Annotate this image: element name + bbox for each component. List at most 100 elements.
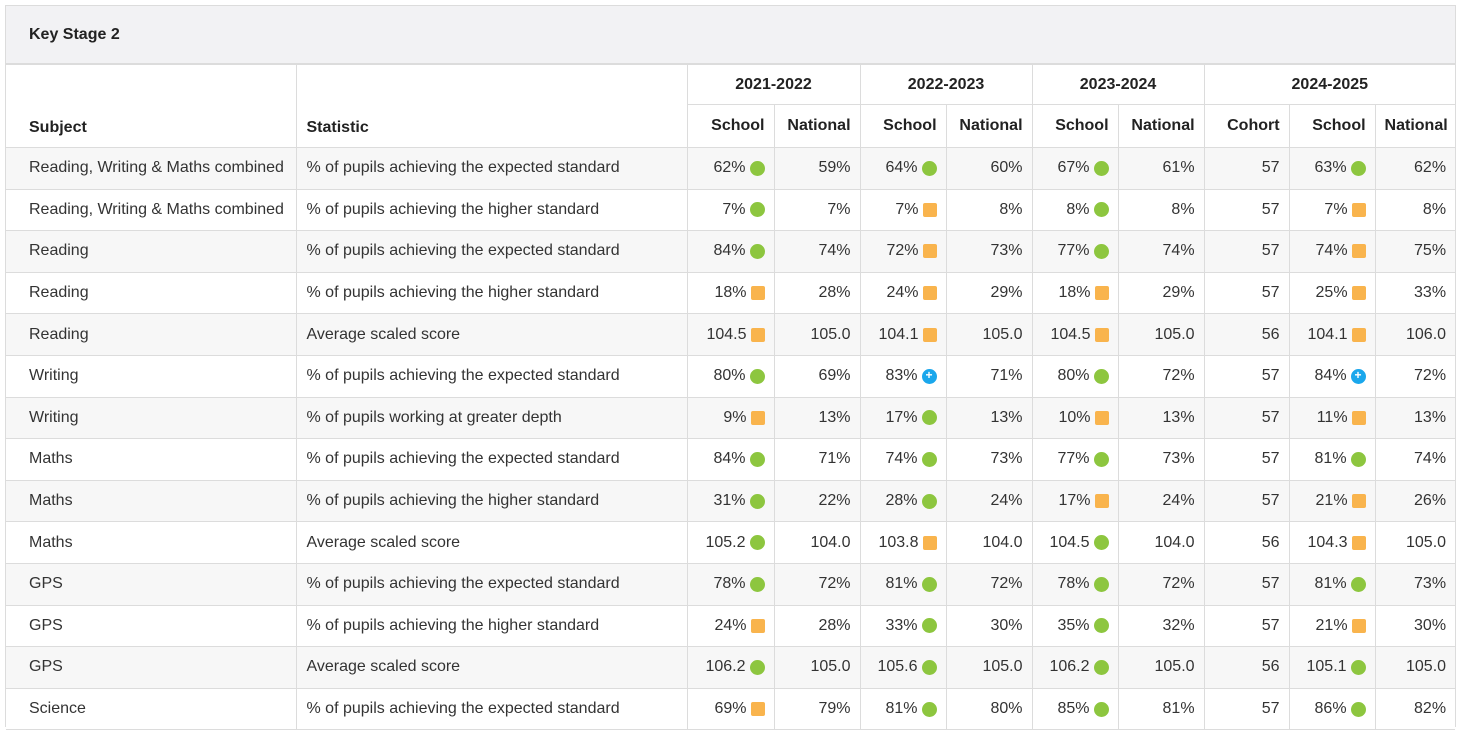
school-2022-2023-cell: 104.1	[859, 313, 947, 356]
school-2023-2024-cell: 77%	[1031, 230, 1119, 273]
value-text: 64%	[885, 159, 918, 177]
value-text: 62%	[713, 159, 746, 177]
subject-cell: GPS	[6, 646, 297, 689]
school-2022-2023-cell: 83%	[859, 354, 947, 398]
school-2024-2025-cell: 21%	[1288, 604, 1376, 648]
value-text: 77%	[1057, 450, 1090, 468]
subject-cell: Science	[6, 687, 297, 731]
statistic-cell: % of pupils achieving the expected stand…	[295, 147, 688, 190]
cohort-2024-2025-cell: 57	[1203, 604, 1290, 648]
national-2021-2022-cell: 22%	[773, 479, 861, 523]
school-2021-2022-cell: 106.2	[686, 646, 775, 689]
subject-cell: Reading, Writing & Maths combined	[6, 147, 297, 190]
school-2024-2025-cell: 81%	[1288, 438, 1376, 481]
national-2022-2023-cell: 13%	[945, 396, 1033, 440]
table-body: Reading, Writing & Maths combined% of pu…	[6, 147, 1456, 731]
national-2024-2025-cell: 75%	[1374, 230, 1456, 273]
amber-square-indicator-icon	[1094, 494, 1109, 509]
school-2024-2025-cell: 63%	[1288, 147, 1376, 190]
statistic-cell: Average scaled score	[295, 646, 688, 689]
value-text: 9%	[723, 408, 747, 426]
amber-square-indicator-icon	[1094, 410, 1109, 425]
national-2023-2024-cell: 105.0	[1117, 313, 1205, 356]
national-2024-2025-cell: 105.0	[1374, 521, 1456, 564]
column-header-cohort: Cohort	[1203, 104, 1290, 148]
value-text: 8%	[1066, 200, 1090, 218]
school-2023-2024-cell: 17%	[1031, 479, 1119, 523]
school-2023-2024-cell: 80%	[1031, 354, 1119, 398]
national-2021-2022-cell: 71%	[773, 438, 861, 481]
amber-square-indicator-icon	[1094, 286, 1109, 301]
national-2022-2023-cell: 71%	[945, 354, 1033, 398]
school-2021-2022-cell: 9%	[686, 396, 775, 440]
value-text: 104.5	[1049, 533, 1090, 551]
year-header: 2021-2022	[686, 64, 861, 105]
national-2022-2023-cell: 105.0	[945, 313, 1033, 356]
school-2021-2022-cell: 7%	[686, 188, 775, 232]
value-text: 104.5	[706, 325, 747, 343]
school-2021-2022-cell: 80%	[686, 354, 775, 398]
cohort-2024-2025-cell: 57	[1203, 438, 1290, 481]
table-row: Reading, Writing & Maths combined% of pu…	[6, 188, 1456, 232]
green-circle-indicator-icon	[1093, 659, 1109, 675]
table-row: Reading% of pupils achieving the higher …	[6, 271, 1456, 315]
school-2021-2022-cell: 105.2	[686, 521, 775, 564]
value-text: 28%	[885, 492, 918, 510]
table-row: Science% of pupils achieving the expecte…	[6, 687, 1456, 731]
national-2023-2024-cell: 72%	[1117, 562, 1205, 606]
amber-square-indicator-icon	[922, 535, 937, 550]
statistic-cell: % of pupils achieving the expected stand…	[295, 438, 688, 481]
value-text: 74%	[885, 450, 918, 468]
results-table: Subject Statistic 2021-2022 2022-2023 20…	[6, 64, 1456, 731]
school-2023-2024-cell: 78%	[1031, 562, 1119, 606]
national-2022-2023-cell: 29%	[945, 271, 1033, 315]
value-text: 84%	[713, 242, 746, 260]
school-2024-2025-cell: 25%	[1288, 271, 1376, 315]
green-circle-indicator-icon	[1350, 659, 1366, 675]
green-circle-indicator-icon	[921, 160, 937, 176]
statistic-cell: Average scaled score	[295, 313, 688, 356]
national-2021-2022-cell: 79%	[773, 687, 861, 731]
amber-square-indicator-icon	[1351, 618, 1366, 633]
school-2022-2023-cell: 74%	[859, 438, 947, 481]
school-2023-2024-cell: 10%	[1031, 396, 1119, 440]
national-2021-2022-cell: 72%	[773, 562, 861, 606]
school-2022-2023-cell: 28%	[859, 479, 947, 523]
school-2024-2025-cell: 86%	[1288, 687, 1376, 731]
value-text: 7%	[1324, 200, 1348, 218]
value-text: 104.3	[1307, 533, 1348, 551]
school-2021-2022-cell: 104.5	[686, 313, 775, 356]
table-row: Reading% of pupils achieving the expecte…	[6, 230, 1456, 273]
school-2022-2023-cell: 72%	[859, 230, 947, 273]
national-2024-2025-cell: 33%	[1374, 271, 1456, 315]
cohort-2024-2025-cell: 57	[1203, 147, 1290, 190]
table-row: Reading Average scaled score 104.5 105.0 104…	[6, 313, 1456, 356]
green-circle-indicator-icon	[749, 202, 765, 218]
green-circle-indicator-icon	[1350, 576, 1366, 592]
table-row: Reading, Writing & Maths combined% of pu…	[6, 147, 1456, 190]
amber-square-indicator-icon	[750, 702, 765, 717]
school-2023-2024-cell: 77%	[1031, 438, 1119, 481]
national-2024-2025-cell: 62%	[1374, 147, 1456, 190]
school-2021-2022-cell: 84%	[686, 438, 775, 481]
cohort-2024-2025-cell: 57	[1203, 354, 1290, 398]
national-2024-2025-cell: 105.0	[1374, 646, 1456, 689]
school-2021-2022-cell: 18%	[686, 271, 775, 315]
school-2024-2025-cell: 105.1	[1288, 646, 1376, 689]
national-2023-2024-cell: 61%	[1117, 147, 1205, 190]
value-text: 72%	[886, 242, 919, 260]
cohort-2024-2025-cell: 56	[1203, 646, 1290, 689]
value-text: 33%	[885, 616, 918, 634]
value-text: 81%	[1314, 450, 1347, 468]
school-2022-2023-cell: 81%	[859, 687, 947, 731]
value-text: 25%	[1315, 284, 1348, 302]
column-header-school: School	[859, 104, 947, 148]
national-2024-2025-cell: 13%	[1374, 396, 1456, 440]
subject-cell: Reading, Writing & Maths combined	[6, 188, 297, 232]
value-text: 77%	[1057, 242, 1090, 260]
amber-square-indicator-icon	[1351, 286, 1366, 301]
amber-square-indicator-icon	[922, 327, 937, 342]
value-text: 17%	[1058, 492, 1091, 510]
table-row: Maths% of pupils achieving the expected …	[6, 438, 1456, 481]
value-text: 106.2	[1049, 658, 1090, 676]
